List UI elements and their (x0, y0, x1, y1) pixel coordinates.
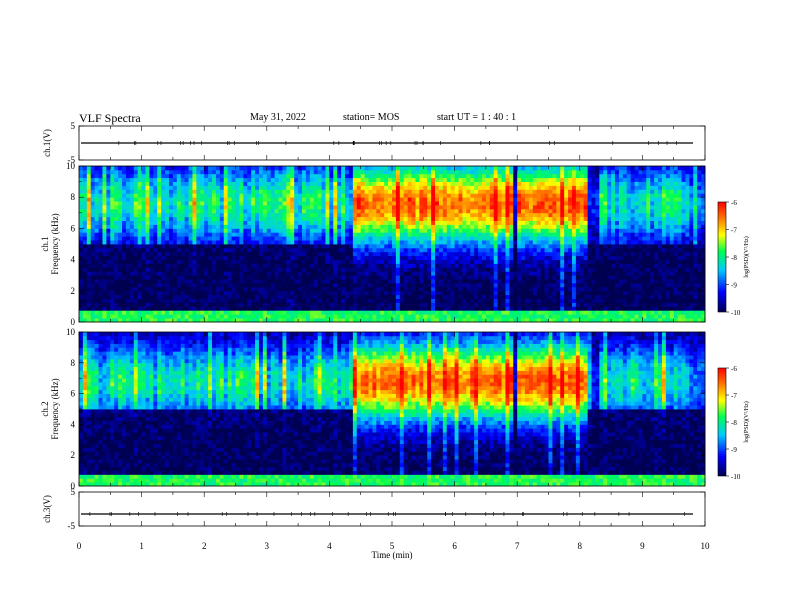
y-axis-channel-label: ch.2 (40, 401, 50, 416)
station-label: station= MOS (343, 112, 400, 123)
colorbar-tick-label: -9 (731, 446, 737, 454)
x-tick-label: 10 (701, 541, 711, 551)
y-tick-label: 10 (66, 161, 76, 171)
x-tick-label: 9 (640, 541, 645, 551)
y-tick-label: 2 (71, 450, 76, 460)
y-tick-label: -5 (68, 521, 76, 531)
y-tick-label: 5 (71, 121, 76, 131)
x-tick-label: 1 (139, 541, 144, 551)
y-tick-label: 6 (71, 223, 76, 233)
colorbar-tick-label: -10 (731, 309, 741, 317)
y-tick-label: 6 (71, 389, 76, 399)
colorbar-tick-label: -10 (731, 473, 741, 481)
ch2-spectrogram-panel: -6 -7 -8 -9 -10 log(PSD)(V²/Hz) 10 8 6 4 2 0 ch.2 Fre… (40, 327, 750, 491)
ch1-spectrogram-colorbar: -6 -7 -8 -9 -10 log(PSD)(V²/Hz) (717, 199, 750, 317)
colorbar-gradient (717, 201, 727, 313)
x-tick-label: 6 (452, 541, 457, 551)
colorbar-label: log(PSD)(V²/Hz) (743, 401, 750, 442)
colorbar-tick-label: -7 (731, 392, 737, 400)
colorbar-tick-label: -6 (731, 199, 737, 207)
y-tick-label: 4 (71, 419, 76, 429)
ch2-spectrogram-image (79, 332, 706, 487)
x-tick-label: 5 (390, 541, 395, 551)
colorbar-gradient (717, 367, 727, 477)
x-tick-label: 3 (265, 541, 270, 551)
y-axis-label: ch.3(V) (42, 495, 52, 523)
colorbar-tick-label: -6 (731, 365, 737, 373)
y-tick-label: 2 (71, 286, 76, 296)
y-axis-channel-label: ch.1 (40, 236, 50, 251)
x-tick-label: 0 (77, 541, 82, 551)
y-tick-label: 0 (71, 317, 76, 327)
x-tick-label: 8 (578, 541, 583, 551)
ch1-spectrogram-image (79, 166, 706, 323)
y-tick-label: 8 (71, 192, 76, 202)
y-tick-label: -5 (68, 155, 76, 165)
ch1-voltage-panel: 5 -5 ch.1(V) (42, 121, 706, 165)
colorbar-tick-label: -9 (731, 282, 737, 290)
y-tick-label: 0 (71, 481, 76, 491)
y-axis-label: Frequency (kHz) (50, 213, 60, 274)
ch1-spectrogram-panel: -6 -7 -8 -9 -10 log(PSD)(V²/Hz) 10 8 6 4 2 0 ch.1 Fre… (40, 161, 750, 327)
y-tick-label: 8 (71, 358, 76, 368)
y-tick-label: 10 (66, 327, 76, 337)
colorbar-tick-label: -8 (731, 419, 737, 427)
ch2-spectrogram-colorbar: -6 -7 -8 -9 -10 log(PSD)(V²/Hz) (717, 365, 750, 481)
colorbar-tick-label: -8 (731, 254, 737, 262)
ch3-voltage-frame (78, 491, 706, 527)
x-tick-label: 7 (515, 541, 520, 551)
y-axis-label: Frequency (kHz) (50, 378, 60, 439)
x-tick-label: 2 (202, 541, 207, 551)
x-tick-label: 4 (327, 541, 332, 551)
colorbar-tick-label: -7 (731, 227, 737, 235)
x-axis-label: Time (min) (372, 550, 413, 560)
x-axis: 0 1 2 3 4 5 6 7 8 9 10 Time (min) (77, 541, 710, 560)
chart-title: VLF Spectra (79, 111, 141, 125)
ch3-voltage-panel: 5 -5 ch.3(V) (42, 487, 706, 531)
y-tick-label: 4 (71, 255, 76, 265)
colorbar-label: log(PSD)(V²/Hz) (743, 236, 750, 277)
y-tick-label: 5 (71, 487, 76, 497)
date-label: May 31, 2022 (250, 112, 306, 123)
y-axis-label: ch.1(V) (42, 129, 52, 157)
start-time-label: start UT = 1 : 40 : 1 (437, 112, 517, 123)
